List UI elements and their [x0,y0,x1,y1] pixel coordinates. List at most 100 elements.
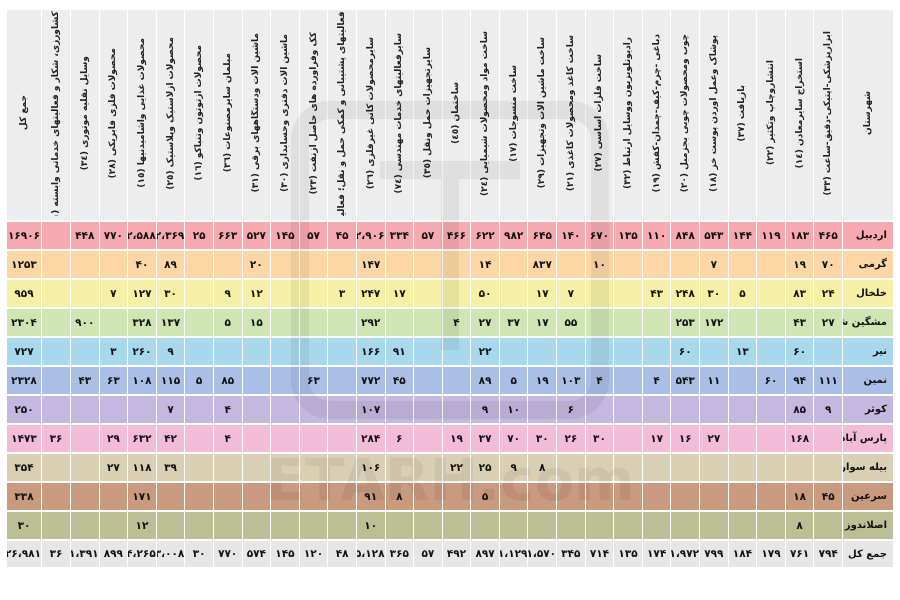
value-cell: ۳۶ [42,541,70,567]
value-cell [585,512,614,539]
value-cell: ۲۲ [442,454,471,481]
value-cell: ۸ [385,483,414,510]
value-cell: ۱۵ [242,309,271,336]
value-cell: ۱۳۵ [614,541,642,567]
value-cell [185,454,213,481]
value-cell: ۶۶۳ [213,222,242,249]
value-cell: ۸۵ [213,367,242,394]
value-cell [471,512,499,539]
value-cell: ۳۶ [42,425,70,452]
column-header: سایرتجهیزات حمل ونقل (٣٥) [414,10,442,220]
value-cell: ۸۳ [785,280,814,307]
value-cell: ۱۸۴ [728,541,757,567]
value-cell: ۲۴۷ [356,280,385,307]
column-header: ساخت منسوجات (١٧) [499,10,528,220]
column-header: مبلمان سایرمصنوعات (٣٦) [213,10,242,220]
column-header: دباغی -چرم-کیف-چمدان-کفش (١٩) [642,10,671,220]
value-cell [328,512,356,539]
value-cell: ۲۷ [471,309,499,336]
value-cell [128,396,156,423]
value-cell: ۱۰ [499,396,528,423]
value-cell [557,454,585,481]
row-total-cell: ۲۳۰۴ [7,309,41,336]
data-table: شهرستان ابزارپزشکی-اپتیکی-دقیق-ساعت (٣٣) ا… [6,8,894,569]
row-total-cell: ۱۲۵۳ [7,251,41,278]
value-cell: ۲۶ [557,425,585,452]
value-cell: ۹۱ [356,483,385,510]
value-cell: ۱۴ [471,251,499,278]
column-header-label: کشاورزی، شکار و فعالیتهای خدماتی وابسته … [50,10,61,216]
column-header: ماشین آلات دفتری وحسابداری (٣٠) [271,10,299,220]
value-cell: ۱۷۹ [757,541,785,567]
value-cell: ۱۷۴ [642,541,671,567]
value-cell [814,512,842,539]
city-cell: جمع کل [843,541,893,567]
value-cell [642,338,671,365]
row-total-cell: ۲۵۰ [7,396,41,423]
value-cell: ۴۶۶ [442,222,471,249]
column-header: سایرمحصولات کانی غیرفلزی (٢٦) [356,10,385,220]
value-cell: ۱۰۸ [128,367,156,394]
value-cell: ۶ [557,396,585,423]
column-header-label: محصولات غذایی وآشامیدنیها (١٥) [136,38,147,188]
column-header-label: سایرتجهیزات حمل ونقل (٣٥) [422,47,433,179]
value-cell [242,454,271,481]
value-cell: ۲۷ [700,425,728,452]
city-cell: مشگین شهر [843,309,893,336]
value-cell [271,251,299,278]
value-cell [442,251,471,278]
value-cell: ۳ [328,280,356,307]
value-cell [42,454,70,481]
value-cell: ۱۷ [385,280,414,307]
table-row: کوثر ۹ ۸۵ ۶ ۱۰ ۹ ۱۰۷ ۴ ۷ ۲۵۰ [7,396,893,423]
value-cell [299,512,328,539]
value-cell: ۲،۹۰۶ [356,222,385,249]
value-cell: ۴ [213,396,242,423]
value-cell: ۱۰۷ [356,396,385,423]
value-cell [99,512,128,539]
value-cell: ۴۲ [156,425,185,452]
value-cell: ۴۴۸ [70,222,99,249]
column-header-label: رادیوتلویزیون ووسایل ارتباط (٣٢) [623,37,634,189]
value-cell: ۴۳ [70,367,99,394]
value-cell [414,454,442,481]
value-cell [185,338,213,365]
value-cell: ۳۷ [471,425,499,452]
value-cell [242,338,271,365]
value-cell [585,309,614,336]
table-row: اصلاندوز ۸ ۱۰ ۱۲ ۳۰ [7,512,893,539]
column-header: فعالیتهای پشتیبانی و کمکی حمل و نقل؛ فعا… [328,10,356,220]
value-cell [528,483,557,510]
value-cell [614,309,642,336]
value-cell: ۹ [499,454,528,481]
value-cell: ۴۹۲ [442,541,471,567]
value-cell: ۴۸ [328,541,356,567]
value-cell [414,280,442,307]
value-cell [99,309,128,336]
city-cell: نمین [843,367,893,394]
column-header: بازیافت (٣٧) [728,10,757,220]
value-cell [642,309,671,336]
value-cell [814,454,842,481]
value-cell [642,251,671,278]
value-cell: ۵۷ [414,541,442,567]
value-cell: ۳۰ [585,425,614,452]
value-cell [700,396,728,423]
value-cell [585,454,614,481]
value-cell [728,425,757,452]
value-cell: ۵۲۷ [242,222,271,249]
value-cell: ۱۲ [128,512,156,539]
value-cell [414,309,442,336]
value-cell: ۵ [185,367,213,394]
value-cell: ۱۸ [785,483,814,510]
value-cell [299,251,328,278]
value-cell [671,396,700,423]
value-cell [213,512,242,539]
value-cell: ۵۷۴ [242,541,271,567]
value-cell [99,483,128,510]
value-cell [442,396,471,423]
row-total-cell: ۳۳۸ [7,483,41,510]
value-cell [757,425,785,452]
value-cell: ۸۴۸ [671,222,700,249]
column-header: پوشاک وعمل آوردن پوست خز (١٨) [700,10,728,220]
